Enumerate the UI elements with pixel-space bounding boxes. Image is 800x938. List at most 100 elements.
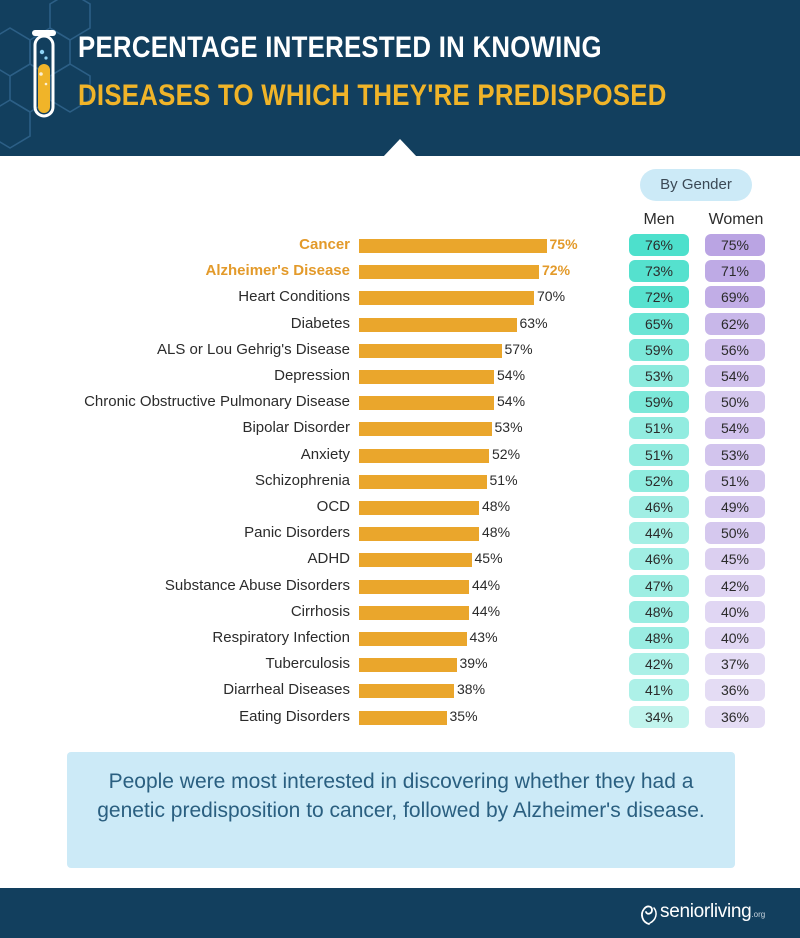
bar-value-label: 38% xyxy=(457,681,486,698)
men-value-pill: 47% xyxy=(629,574,689,597)
category-label: Bipolar Disorder xyxy=(242,419,350,437)
bar-value-label: 39% xyxy=(459,655,488,672)
category-label: Alzheimer's Disease xyxy=(205,262,350,280)
chart-row: Eating Disorders 35% 34% 36% xyxy=(0,705,800,731)
chart-row: Respiratory Infection 43% 48% 40% xyxy=(0,626,800,652)
category-label: Tuberculosis xyxy=(265,655,350,673)
chart-title-line-1: PERCENTAGE INTERESTED IN KNOWING xyxy=(78,31,602,64)
men-value-pill: 65% xyxy=(629,312,689,335)
bar xyxy=(359,605,469,620)
bar-value-label: 51% xyxy=(489,471,518,488)
bar xyxy=(359,632,467,646)
chart-row: Substance Abuse Disorders 44% 47% 42% xyxy=(0,574,800,600)
men-value-pill: 46% xyxy=(629,496,689,518)
brand-name: seniorliving xyxy=(660,901,752,922)
men-value-pill: 59% xyxy=(629,338,689,361)
chart-row: Diabetes 63% 65% 62% xyxy=(0,312,800,338)
bar xyxy=(359,527,479,542)
bar-value-label: 48% xyxy=(482,498,511,514)
category-label: Substance Abuse Disorders xyxy=(164,576,350,594)
women-value-pill: 53% xyxy=(705,443,765,466)
men-value-pill: 51% xyxy=(629,443,689,466)
chart-row: Cirrhosis 44% 48% 40% xyxy=(0,600,800,626)
chart-row: Depression 54% 53% 54% xyxy=(0,364,800,390)
chart-row: Heart Conditions 70% 72% 69% xyxy=(0,285,800,311)
bar xyxy=(359,658,457,673)
chart-row: Cancer 75% 76% 75% xyxy=(0,233,800,259)
women-value-pill: 45% xyxy=(705,548,765,571)
men-value-pill: 48% xyxy=(629,627,689,649)
bar-value-label: 54% xyxy=(497,393,526,410)
men-value-pill: 34% xyxy=(629,705,689,728)
chart-row: OCD 48% 46% 49% xyxy=(0,495,800,521)
bar-value-label: 54% xyxy=(497,367,526,383)
bar xyxy=(359,474,487,489)
footer-bar: seniorliving.org xyxy=(0,888,800,938)
women-column-header: Women xyxy=(708,211,764,228)
category-label: Diabetes xyxy=(290,314,350,332)
men-value-pill: 51% xyxy=(629,417,689,440)
men-value-pill: 59% xyxy=(629,391,689,414)
brand-suffix: .org xyxy=(751,910,766,919)
bar-value-label: 53% xyxy=(494,419,523,436)
category-label: Chronic Obstructive Pulmonary Disease xyxy=(84,393,350,411)
women-value-pill: 54% xyxy=(705,417,765,440)
chart-row: Alzheimer's Disease 72% 73% 71% xyxy=(0,259,800,285)
women-value-pill: 37% xyxy=(705,653,765,676)
men-value-pill: 76% xyxy=(629,234,689,256)
bar-value-label: 52% xyxy=(492,445,521,462)
women-value-pill: 49% xyxy=(705,496,765,518)
men-value-pill: 73% xyxy=(629,260,689,283)
men-value-pill: 72% xyxy=(629,286,689,309)
category-label: Depression xyxy=(274,367,350,384)
women-value-pill: 40% xyxy=(705,600,765,623)
seniorliving-logo: seniorliving.org xyxy=(638,898,788,928)
bar xyxy=(359,239,547,253)
bar xyxy=(359,343,502,358)
women-value-pill: 40% xyxy=(705,627,765,649)
bar xyxy=(359,370,494,384)
bar xyxy=(359,265,539,280)
men-value-pill: 46% xyxy=(629,548,689,571)
category-label: Anxiety xyxy=(300,445,350,463)
header-notch xyxy=(383,139,417,156)
bar xyxy=(359,291,534,306)
men-value-pill: 41% xyxy=(629,679,689,702)
chart-row: Diarrheal Diseases 38% 41% 36% xyxy=(0,678,800,704)
category-label: ALS or Lou Gehrig's Disease xyxy=(157,340,350,358)
chart-row: Chronic Obstructive Pulmonary Disease 54%… xyxy=(0,390,800,416)
men-value-pill: 48% xyxy=(629,600,689,623)
women-value-pill: 50% xyxy=(705,522,765,545)
women-value-pill: 50% xyxy=(705,391,765,414)
women-value-pill: 36% xyxy=(705,705,765,728)
women-value-pill: 75% xyxy=(705,234,765,256)
women-value-pill: 71% xyxy=(705,260,765,283)
chart-row: Panic Disorders 48% 44% 50% xyxy=(0,521,800,547)
men-value-pill: 42% xyxy=(629,653,689,676)
bar-value-label: 75% xyxy=(549,236,578,252)
women-value-pill: 62% xyxy=(705,312,765,335)
men-value-pill: 52% xyxy=(629,469,689,492)
bar xyxy=(359,710,447,725)
category-label: Heart Conditions xyxy=(238,288,350,306)
bar xyxy=(359,684,454,699)
test-tube-icon xyxy=(32,30,56,118)
bar xyxy=(359,396,494,411)
chart-row: Tuberculosis 39% 42% 37% xyxy=(0,652,800,678)
category-label: Panic Disorders xyxy=(244,524,350,542)
women-value-pill: 56% xyxy=(705,338,765,361)
header-banner: PERCENTAGE INTERESTED IN KNOWING DISEASE… xyxy=(0,0,800,156)
women-value-pill: 51% xyxy=(705,469,765,492)
women-value-pill: 36% xyxy=(705,679,765,702)
chart-row: ALS or Lou Gehrig's Disease 57% 59% 56% xyxy=(0,338,800,364)
women-value-pill: 69% xyxy=(705,286,765,309)
chart-row: ADHD 45% 46% 45% xyxy=(0,547,800,573)
by-gender-badge: By Gender xyxy=(640,169,752,201)
category-label: OCD xyxy=(316,498,350,515)
bar-value-label: 72% xyxy=(542,262,571,279)
chart-row: Bipolar Disorder 53% 51% 54% xyxy=(0,416,800,442)
bar xyxy=(359,553,472,568)
women-value-pill: 42% xyxy=(705,574,765,597)
bar-value-label: 43% xyxy=(469,629,498,645)
bar-value-label: 44% xyxy=(472,576,501,593)
